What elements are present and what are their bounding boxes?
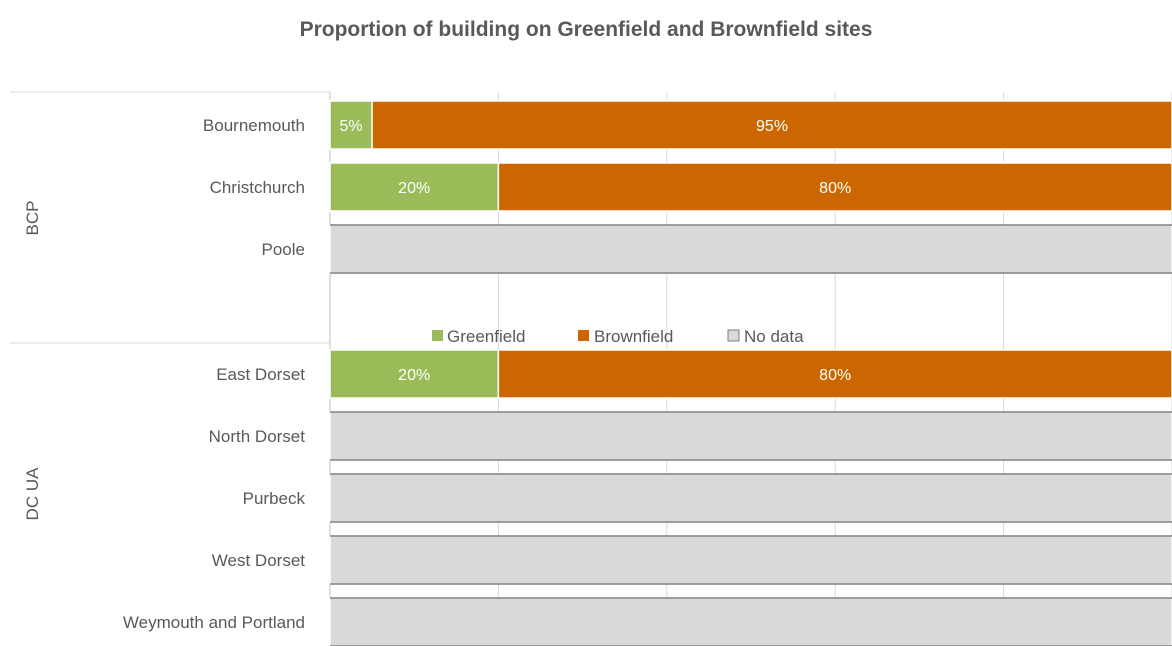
bar-no-data-poole <box>329 224 1172 274</box>
category-label-north-dorset: North Dorset <box>209 427 306 446</box>
bars <box>329 100 1172 646</box>
bar-greenfield-bournemouth <box>329 100 373 150</box>
data-label-brownfield-east-dorset: 80% <box>819 367 851 384</box>
bar-brownfield-bournemouth <box>371 100 1172 150</box>
data-label-brownfield-christchurch: 80% <box>819 180 851 197</box>
data-label-greenfield-christchurch: 20% <box>398 180 430 197</box>
bar-no-data-north-dorset <box>329 411 1172 461</box>
category-label-east-dorset: East Dorset <box>216 365 305 384</box>
category-label-purbeck: Purbeck <box>243 489 306 508</box>
category-label-west-dorset: West Dorset <box>212 551 305 570</box>
legend-swatch-greenfield <box>432 330 443 341</box>
category-axis: Bournemouth Christchurch Poole East Dorset N… <box>10 91 331 646</box>
bar-greenfield-east-dorset <box>329 349 500 399</box>
chart-title: Proportion of building on Greenfield and… <box>299 18 873 41</box>
group-label-bcp: BCP <box>23 201 42 236</box>
data-label-brownfield-bournemouth: 95% <box>756 118 788 135</box>
category-label-christchurch: Christchurch <box>210 178 305 197</box>
bar-no-data-west-dorset <box>329 535 1172 585</box>
data-label-greenfield-bournemouth: 5% <box>339 118 362 135</box>
legend-label-no-data: No data <box>744 327 804 346</box>
legend: Greenfield Brownfield No data <box>432 327 804 346</box>
legend-label-greenfield: Greenfield <box>447 327 525 346</box>
category-label-bournemouth: Bournemouth <box>203 116 305 135</box>
group-label-dc-ua: DC UA <box>23 467 42 521</box>
bar-brownfield-christchurch <box>497 162 1172 212</box>
legend-swatch-no-data <box>727 329 740 342</box>
bar-no-data-weymouth-and-portland <box>329 597 1172 646</box>
legend-swatch-brownfield <box>578 330 589 341</box>
data-labels: 5% 95% 20% 80% 20% 80% <box>339 118 851 384</box>
data-label-greenfield-east-dorset: 20% <box>398 367 430 384</box>
legend-label-brownfield: Brownfield <box>594 327 673 346</box>
category-label-poole: Poole <box>262 240 305 259</box>
category-label-weymouth-and-portland: Weymouth and Portland <box>123 613 305 632</box>
bar-no-data-purbeck <box>329 473 1172 523</box>
